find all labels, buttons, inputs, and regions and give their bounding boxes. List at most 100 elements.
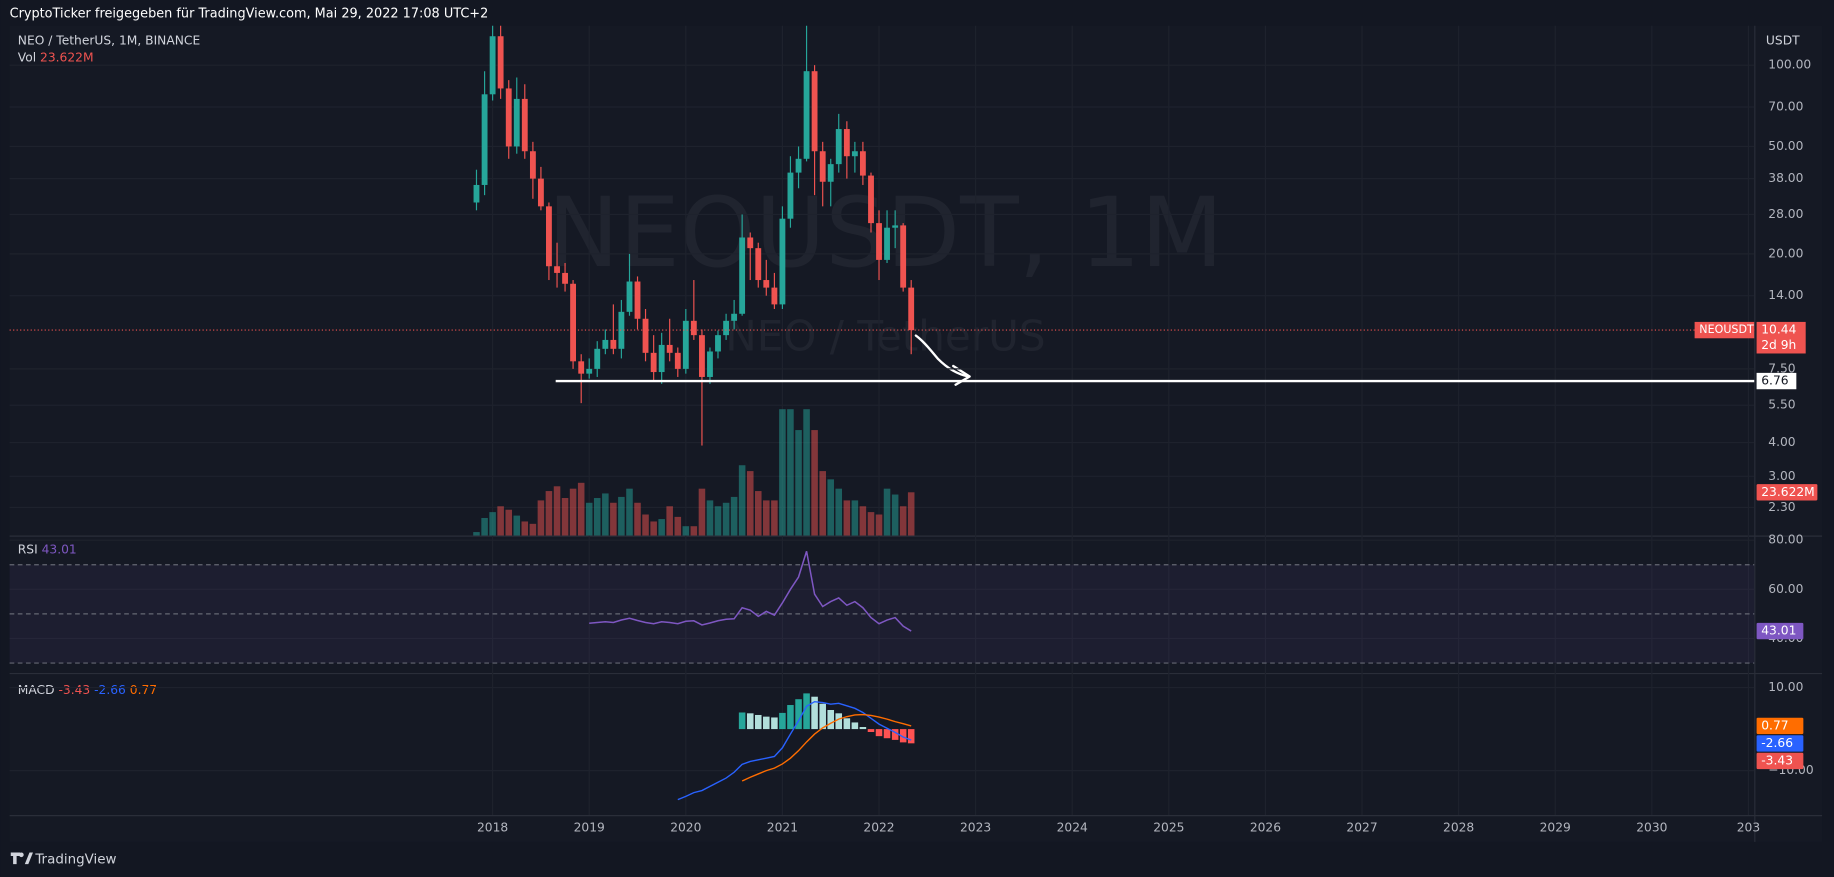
candle-body bbox=[658, 344, 665, 373]
candle-body bbox=[908, 287, 915, 331]
volume-bar bbox=[730, 496, 738, 536]
x-tick-label: 2020 bbox=[670, 820, 701, 834]
y-tick-label: 50.00 bbox=[1768, 139, 1803, 153]
volume-bar bbox=[545, 491, 553, 536]
macd-histogram-badge-bg bbox=[1756, 752, 1804, 770]
macd-histogram-bar bbox=[738, 712, 746, 730]
macd-signal-value: 0.77 bbox=[130, 682, 157, 696]
watermark-subtitle: NEO / TetherUS bbox=[725, 312, 1045, 361]
rsi-header: RSI 43.01 bbox=[18, 542, 77, 556]
candle-body bbox=[843, 129, 850, 157]
macd-histogram-bar bbox=[771, 717, 778, 730]
logo-mark bbox=[10, 852, 33, 865]
y-tick-label: 20.00 bbox=[1768, 246, 1803, 260]
volume-bar bbox=[682, 526, 690, 536]
x-tick-label: 2025 bbox=[1153, 820, 1184, 834]
y-tick-label: 100.00 bbox=[1768, 58, 1811, 72]
rsi-line bbox=[589, 550, 912, 632]
symbol-badge: NEOUSDT bbox=[1699, 323, 1754, 336]
macd-line-value: -2.66 bbox=[94, 682, 126, 696]
volume-bar bbox=[795, 430, 802, 536]
candle-body bbox=[489, 36, 496, 95]
candle-body bbox=[771, 287, 778, 305]
y-tick-label: 80.00 bbox=[1768, 533, 1803, 547]
candle-body bbox=[578, 361, 585, 374]
volume-bar bbox=[706, 500, 714, 536]
volume-bar bbox=[593, 498, 601, 536]
volume-bar bbox=[577, 482, 585, 536]
macd-histogram-bar bbox=[843, 718, 851, 730]
y-tick-label: 70.00 bbox=[1768, 99, 1803, 113]
volume-bar bbox=[891, 494, 899, 536]
macd-histogram-bar bbox=[883, 729, 891, 739]
candle-body bbox=[731, 313, 738, 321]
volume-bar bbox=[690, 526, 698, 536]
volume-bar bbox=[481, 517, 488, 536]
volume-bar bbox=[489, 512, 496, 536]
candle-body bbox=[851, 151, 858, 157]
volume-bar bbox=[851, 500, 859, 536]
volume-bar bbox=[738, 465, 746, 536]
candle-body bbox=[892, 225, 899, 228]
candle-body bbox=[650, 352, 657, 373]
volume-bar bbox=[473, 532, 480, 536]
volume-bar bbox=[754, 491, 762, 536]
candle-body bbox=[497, 36, 504, 89]
candle-body bbox=[835, 129, 842, 165]
x-tick-label: 2023 bbox=[960, 820, 991, 834]
volume-bar bbox=[505, 509, 513, 536]
volume-bar bbox=[819, 471, 826, 536]
macd-signal-badge-bg bbox=[1756, 717, 1804, 735]
footer-text: TradingView bbox=[34, 852, 116, 867]
drawn-arrow bbox=[914, 334, 970, 378]
macd-histogram-bar bbox=[907, 729, 915, 744]
volume-header: Vol 23.622M bbox=[18, 50, 94, 64]
x-tick-label: 203 bbox=[1737, 820, 1760, 834]
hline-label-bg bbox=[1756, 372, 1797, 390]
candle-body bbox=[473, 184, 480, 203]
rsi-badge-bg bbox=[1756, 622, 1804, 640]
volume-bar bbox=[883, 488, 891, 536]
candle-body bbox=[827, 164, 834, 182]
candle-body bbox=[521, 98, 528, 152]
candle-body bbox=[618, 311, 625, 349]
volume-bar bbox=[899, 506, 907, 536]
volume-bar bbox=[875, 514, 883, 536]
candle-body bbox=[586, 368, 593, 374]
volume-bar bbox=[867, 512, 875, 536]
volume-bar bbox=[859, 506, 867, 536]
x-tick-label: 2019 bbox=[574, 820, 605, 834]
volume-bar bbox=[827, 479, 834, 536]
macd-name: MACD bbox=[18, 682, 55, 696]
volume-bar bbox=[497, 506, 504, 536]
candle-body bbox=[505, 88, 512, 147]
volume-bar bbox=[537, 500, 545, 536]
volume-bar bbox=[811, 430, 818, 536]
price-badge: 10.44 bbox=[1761, 323, 1796, 337]
x-tick-label: 2024 bbox=[1057, 820, 1088, 834]
volume-bar bbox=[771, 500, 778, 536]
volume-bar bbox=[650, 521, 657, 536]
candle-body bbox=[763, 280, 770, 288]
candle-body bbox=[803, 71, 810, 159]
volume-badge: 23.622M bbox=[1761, 485, 1815, 499]
volume-badge-bg bbox=[1756, 484, 1818, 501]
macd-histogram-bar bbox=[835, 713, 843, 730]
macd-line bbox=[677, 700, 912, 801]
volume-bar bbox=[714, 506, 722, 536]
macd-histogram-bar bbox=[851, 722, 859, 730]
candle-body bbox=[859, 151, 866, 176]
macd-macd-badge: -2.66 bbox=[1761, 736, 1793, 750]
candle-body bbox=[537, 178, 544, 207]
macd-histogram-bar bbox=[754, 714, 762, 730]
candle-body bbox=[884, 227, 890, 260]
signal-line bbox=[741, 713, 912, 782]
candle-body bbox=[787, 172, 794, 219]
candle-body bbox=[610, 339, 617, 349]
y-tick-label: 14.00 bbox=[1768, 288, 1803, 302]
y-tick-label: 28.00 bbox=[1768, 207, 1803, 221]
macd-histogram-bar bbox=[875, 729, 883, 737]
symbol-badge-bg bbox=[1694, 321, 1755, 339]
macd-histogram-bar bbox=[803, 693, 810, 730]
